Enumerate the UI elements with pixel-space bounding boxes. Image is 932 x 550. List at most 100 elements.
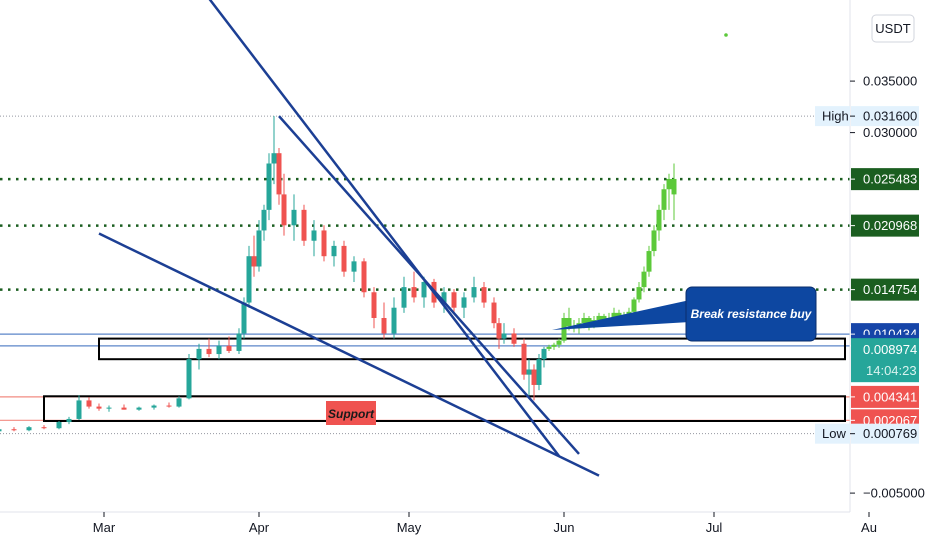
price-axis bbox=[850, 0, 932, 550]
zones bbox=[0, 333, 850, 422]
callout-pointer bbox=[552, 300, 690, 330]
candle bbox=[291, 194, 297, 241]
support-zone[interactable] bbox=[43, 395, 846, 422]
candle bbox=[311, 220, 317, 257]
support-label[interactable]: Support bbox=[326, 401, 376, 425]
price-label: 0.031600 High bbox=[815, 106, 919, 127]
candle bbox=[526, 359, 532, 396]
trendlines[interactable] bbox=[98, 0, 600, 477]
upper-trendline[interactable] bbox=[184, 0, 560, 457]
projection-candle bbox=[646, 245, 652, 277]
x-tick-label: Au bbox=[861, 520, 877, 535]
candle bbox=[86, 397, 92, 409]
candle-body bbox=[641, 271, 647, 288]
price-label-countdown: 14:04:23 bbox=[866, 363, 917, 378]
price-label-prefix-bg bbox=[815, 423, 850, 444]
currency-button-label: USDT bbox=[875, 21, 910, 36]
x-tick-label: Jun bbox=[554, 520, 575, 535]
candle bbox=[321, 225, 327, 262]
candle-body bbox=[491, 302, 497, 324]
projection-candle bbox=[656, 204, 662, 241]
candle bbox=[301, 204, 307, 246]
candles bbox=[0, 116, 547, 432]
price-label-value: 0.031600 bbox=[863, 109, 917, 124]
candle bbox=[411, 271, 417, 303]
candle bbox=[196, 343, 202, 370]
candle bbox=[216, 340, 222, 360]
candle-body bbox=[651, 230, 657, 252]
candle-body bbox=[166, 405, 172, 407]
candle-body bbox=[461, 297, 467, 308]
price-label-prefix: Low bbox=[822, 426, 846, 441]
price-label-bg bbox=[851, 338, 919, 383]
candle bbox=[226, 336, 232, 354]
lower-trendline[interactable] bbox=[98, 232, 600, 477]
candle-body bbox=[511, 333, 517, 344]
candle-body bbox=[631, 299, 637, 312]
candle-body bbox=[206, 348, 212, 355]
candle bbox=[76, 395, 82, 420]
candle-body bbox=[596, 315, 602, 321]
candle-body bbox=[546, 346, 552, 349]
candle bbox=[511, 328, 517, 347]
candle-body bbox=[186, 359, 192, 399]
candle-body bbox=[541, 348, 547, 360]
candle bbox=[276, 148, 282, 205]
price-label: 0.000769 Low bbox=[815, 423, 919, 444]
projection-candle bbox=[551, 342, 557, 350]
candle bbox=[281, 173, 287, 236]
candle bbox=[391, 297, 397, 339]
candle-body bbox=[501, 333, 507, 339]
candle bbox=[341, 240, 347, 277]
candle-body bbox=[656, 209, 662, 231]
candle bbox=[236, 328, 242, 355]
candle bbox=[451, 289, 457, 313]
support-label-text: Support bbox=[328, 407, 375, 421]
candle-body bbox=[581, 318, 587, 324]
candle-body bbox=[361, 261, 367, 293]
price-label-value: 0.014754 bbox=[863, 282, 917, 297]
marker-dot bbox=[724, 33, 728, 37]
candle bbox=[481, 281, 487, 308]
candle-body bbox=[661, 189, 667, 210]
break-resistance-callout[interactable]: Break resistance buy bbox=[552, 286, 817, 342]
candle-body bbox=[411, 287, 417, 298]
price-label-bg bbox=[851, 278, 919, 301]
candle-body bbox=[611, 312, 617, 318]
candle bbox=[521, 338, 527, 380]
price-label: 0.025483 bbox=[850, 168, 919, 191]
currency-button[interactable]: USDT bbox=[871, 14, 915, 43]
price-label-bg bbox=[851, 423, 919, 444]
resistance-zone[interactable] bbox=[98, 337, 846, 361]
candle bbox=[151, 404, 157, 410]
price-label-value: 0.020968 bbox=[863, 218, 917, 233]
candle bbox=[401, 276, 407, 313]
candle bbox=[26, 426, 32, 432]
annotations[interactable]: Break resistance buy Support bbox=[326, 33, 817, 425]
y-tick-label: 0.030000 bbox=[863, 125, 917, 140]
candle-body bbox=[0, 429, 2, 432]
candle bbox=[186, 354, 192, 400]
candle bbox=[256, 220, 262, 272]
candle bbox=[271, 116, 277, 185]
candle bbox=[531, 364, 537, 401]
candle-body bbox=[66, 418, 72, 423]
projection-candle bbox=[641, 266, 647, 293]
candle-body bbox=[96, 406, 102, 409]
candle-body bbox=[671, 178, 677, 195]
candle-body bbox=[471, 287, 477, 298]
candle-body bbox=[481, 287, 487, 303]
grid-lines bbox=[0, 115, 850, 435]
candle-body bbox=[136, 407, 142, 410]
resistance-trendline[interactable] bbox=[278, 115, 580, 455]
candle-body bbox=[666, 178, 672, 190]
candle-body bbox=[176, 398, 182, 407]
candle bbox=[251, 235, 257, 277]
candle-body bbox=[196, 348, 202, 360]
projection-candle bbox=[671, 163, 677, 221]
candle-body bbox=[226, 345, 232, 351]
candle bbox=[461, 292, 467, 318]
candle bbox=[56, 421, 62, 430]
candle-body bbox=[341, 245, 347, 272]
